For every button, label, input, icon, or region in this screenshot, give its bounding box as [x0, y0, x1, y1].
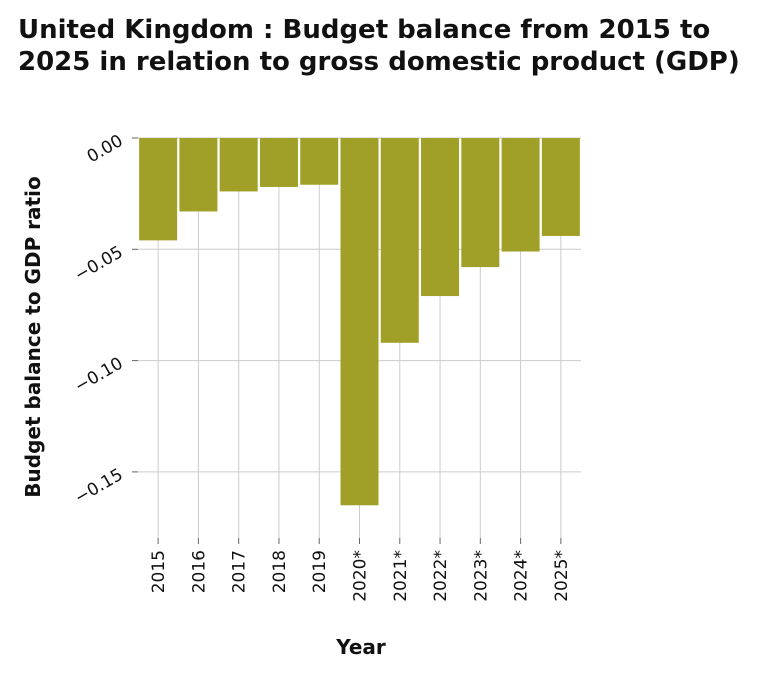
y-tick-label: −0.05 — [71, 242, 126, 285]
bar-2018 — [259, 138, 298, 187]
bar-2016 — [179, 138, 218, 212]
y-tick-label: 0.00 — [84, 131, 127, 167]
bar-2021 — [380, 138, 419, 343]
y-tick-label: −0.10 — [71, 354, 126, 397]
bar-2019 — [300, 138, 339, 185]
x-tick-label: 2022* — [431, 550, 451, 602]
x-tick-label: 2021* — [391, 550, 411, 602]
y-tick-label: −0.15 — [71, 465, 126, 508]
bar-2020 — [340, 138, 379, 506]
x-tick-label: 2016 — [189, 550, 209, 593]
x-tick-label: 2015 — [149, 550, 169, 593]
bar-2023 — [461, 138, 500, 268]
bar-2015 — [139, 138, 178, 241]
bar-2024 — [501, 138, 540, 252]
x-axis-title: Year — [335, 635, 386, 659]
bar-2025 — [541, 138, 580, 236]
bar-2022 — [421, 138, 460, 297]
x-tick-label: 2023* — [471, 550, 491, 602]
bars — [139, 138, 580, 506]
x-tick-label: 2018 — [270, 550, 290, 593]
y-axis-ticks: 0.00 −0.05 −0.10 −0.15 — [71, 131, 138, 508]
x-tick-label: 2017 — [230, 550, 250, 593]
x-tick-label: 2019 — [310, 550, 330, 593]
bar-2017 — [219, 138, 258, 192]
x-tick-label: 2025* — [552, 550, 572, 602]
y-axis-title: Budget balance to GDP ratio — [21, 176, 45, 497]
x-axis-ticks: 2015 2016 2017 2018 2019 2020* 2021* 2022* 2023*… — [149, 538, 572, 602]
chart-title: United Kingdom : Budget balance from 201… — [18, 15, 740, 77]
x-tick-label: 2024* — [512, 550, 532, 602]
x-tick-label: 2020* — [351, 550, 371, 602]
